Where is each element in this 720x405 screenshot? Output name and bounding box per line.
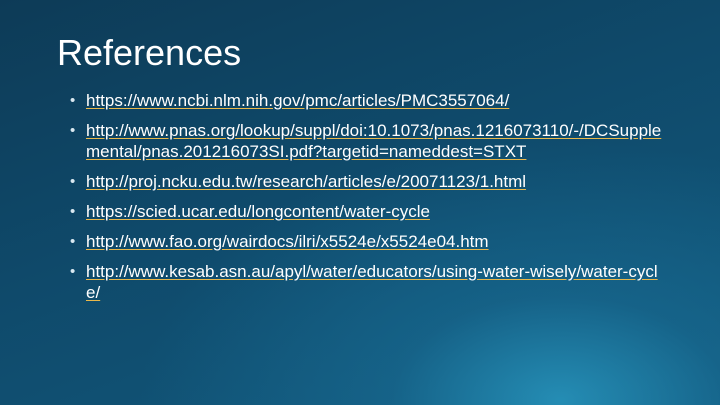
bullet-icon: • bbox=[70, 122, 76, 139]
list-item: • http://www.kesab.asn.au/apyl/water/edu… bbox=[70, 261, 670, 303]
reference-link-5[interactable]: http://www.fao.org/wairdocs/ilri/x5524e/… bbox=[86, 232, 489, 251]
reference-link-4[interactable]: https://scied.ucar.edu/longcontent/water… bbox=[86, 202, 430, 221]
slide-title: References bbox=[57, 32, 242, 73]
list-item: • http://proj.ncku.edu.tw/research/artic… bbox=[70, 171, 670, 192]
list-item: • https://www.ncbi.nlm.nih.gov/pmc/artic… bbox=[70, 90, 670, 111]
reference-link-6[interactable]: http://www.kesab.asn.au/apyl/water/educa… bbox=[86, 262, 658, 302]
bullet-icon: • bbox=[70, 203, 76, 220]
reference-link-3[interactable]: http://proj.ncku.edu.tw/research/article… bbox=[86, 172, 527, 191]
reference-link-1[interactable]: https://www.ncbi.nlm.nih.gov/pmc/article… bbox=[86, 91, 510, 110]
bullet-icon: • bbox=[70, 173, 76, 190]
list-item: • http://www.fao.org/wairdocs/ilri/x5524… bbox=[70, 231, 670, 252]
bullet-icon: • bbox=[70, 233, 76, 250]
bullet-icon: • bbox=[70, 92, 76, 109]
reference-link-2[interactable]: http://www.pnas.org/lookup/suppl/doi:10.… bbox=[86, 121, 662, 161]
reference-list: • https://www.ncbi.nlm.nih.gov/pmc/artic… bbox=[70, 90, 670, 312]
list-item: • http://www.pnas.org/lookup/suppl/doi:1… bbox=[70, 120, 670, 162]
list-item: • https://scied.ucar.edu/longcontent/wat… bbox=[70, 201, 670, 222]
bullet-icon: • bbox=[70, 263, 76, 280]
